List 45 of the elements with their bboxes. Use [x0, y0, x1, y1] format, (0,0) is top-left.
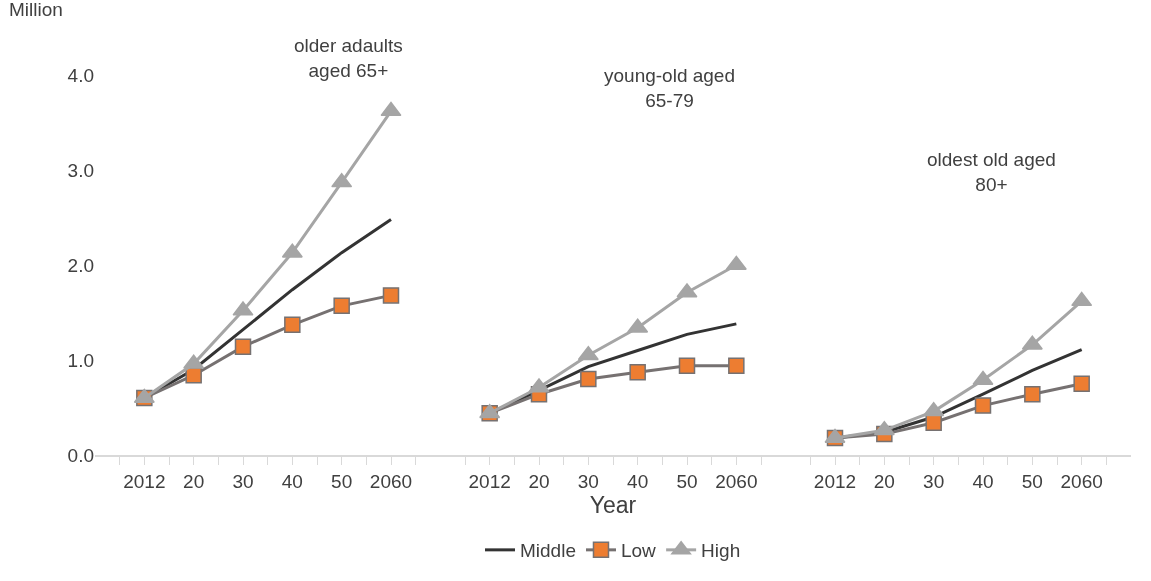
point [728, 357, 745, 374]
x-tick-label: 50 [331, 470, 353, 492]
point [925, 414, 942, 431]
x-tick-label: 2060 [369, 470, 413, 492]
x-tick-label: 40 [627, 470, 649, 492]
x-tick-label: 20 [873, 470, 895, 492]
x-axis-title: Year [589, 491, 637, 518]
point [678, 357, 696, 374]
x-tick-label: 2060 [715, 470, 758, 492]
x-tick-label: 30 [577, 470, 599, 492]
legend-label: High [701, 540, 741, 562]
y-axis-title: Million [9, 0, 63, 20]
y-tick-label: 0.0 [67, 444, 94, 466]
point [234, 338, 252, 355]
x-tick-label: 50 [1021, 470, 1043, 492]
annotation: oldest old aged 80+ [927, 149, 1056, 195]
annotation: older adaults aged 65+ [294, 35, 403, 81]
y-tick-label: 2.0 [67, 254, 94, 276]
point [382, 287, 400, 304]
point [1073, 375, 1090, 392]
point [629, 364, 646, 381]
y-tick-label: 1.0 [67, 349, 94, 371]
x-tick-label: 20 [528, 470, 550, 492]
y-tick-label: 4.0 [67, 64, 94, 86]
x-tick-label: 2012 [468, 470, 511, 492]
annotation: young-old aged 65-79 [604, 65, 735, 111]
legend-label: Low [620, 540, 657, 562]
point [580, 370, 597, 388]
point [333, 297, 350, 315]
x-tick-label: 2060 [1060, 470, 1103, 492]
point [380, 101, 402, 117]
point [1071, 291, 1093, 307]
x-tick-label: 50 [676, 470, 698, 492]
x-tick-label: 40 [281, 470, 303, 492]
x-tick-label: 30 [232, 470, 254, 492]
x-tick-label: 30 [923, 470, 945, 492]
y-tick-label: 3.0 [67, 159, 94, 181]
point [1024, 385, 1041, 403]
x-tick-label: 2012 [123, 470, 166, 492]
point [974, 397, 992, 414]
point [284, 316, 301, 334]
legend-label: Middle [520, 540, 576, 562]
x-tick-label: 20 [183, 470, 205, 492]
x-tick-label: 40 [972, 470, 994, 492]
x-tick-label: 2012 [813, 470, 857, 492]
